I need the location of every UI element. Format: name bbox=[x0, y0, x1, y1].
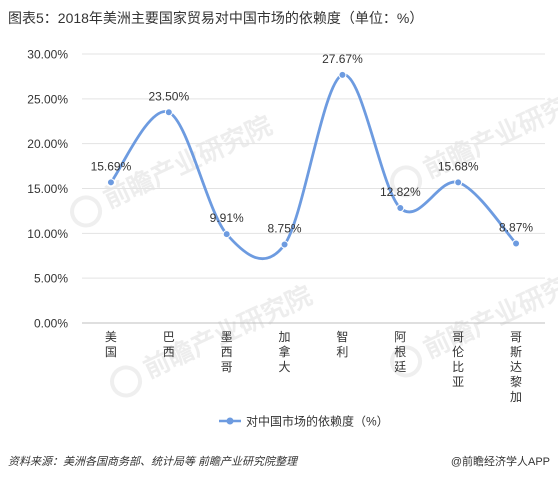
y-tick-label: 0.00% bbox=[34, 317, 68, 331]
chart-title: 图表5：2018年美洲主要国家贸易对中国市场的依赖度（单位：%） bbox=[8, 10, 424, 26]
data-label: 23.50% bbox=[148, 89, 189, 103]
y-tick-label: 5.00% bbox=[34, 272, 68, 286]
x-tick-label: 哥伦比亚 bbox=[452, 330, 464, 389]
legend-marker bbox=[226, 417, 234, 425]
y-tick-label: 15.00% bbox=[27, 182, 68, 196]
x-axis-ticks: 美国 巴西 墨西哥 加拿大 智利 阿根廷 哥伦比亚 哥斯达黎加 bbox=[105, 329, 522, 404]
credit-note: @前瞻经济学人APP bbox=[450, 456, 550, 468]
data-point bbox=[106, 178, 115, 187]
data-labels: 15.69% 23.50% 9.91% 8.75% 27.67% 12.82% 15.68%… bbox=[91, 52, 534, 236]
data-points bbox=[106, 70, 521, 249]
data-point bbox=[338, 70, 347, 79]
data-point bbox=[222, 230, 231, 239]
data-label: 8.87% bbox=[499, 220, 533, 234]
x-tick-label: 哥斯达黎加 bbox=[510, 330, 522, 404]
data-label: 15.69% bbox=[91, 159, 132, 173]
source-note: 资料来源：美洲各国商务部、统计局等 前瞻产业研究院整理 bbox=[8, 456, 298, 468]
x-tick-label: 加拿大 bbox=[279, 330, 291, 374]
data-label: 15.68% bbox=[438, 159, 479, 173]
legend: 对中国市场的依赖度（%） bbox=[219, 414, 389, 429]
data-point bbox=[512, 239, 521, 248]
x-tick-label: 墨西哥 bbox=[221, 330, 233, 374]
data-label: 12.82% bbox=[380, 185, 421, 199]
data-point bbox=[454, 178, 463, 187]
series-line bbox=[109, 73, 518, 261]
legend-label: 对中国市场的依赖度（%） bbox=[246, 414, 389, 429]
x-tick-label: 阿根廷 bbox=[394, 330, 406, 374]
x-tick-label: 巴西 bbox=[163, 330, 175, 359]
data-label: 9.91% bbox=[210, 211, 244, 225]
y-tick-label: 30.00% bbox=[27, 48, 68, 62]
y-axis-ticks: 0.00% 5.00% 10.00% 15.00% 20.00% 25.00% 30.00% bbox=[27, 48, 68, 331]
x-tick-label: 智利 bbox=[336, 329, 348, 359]
y-tick-label: 20.00% bbox=[27, 137, 68, 151]
data-point bbox=[280, 240, 289, 249]
data-label: 27.67% bbox=[322, 52, 363, 66]
data-label: 8.75% bbox=[268, 222, 302, 236]
y-tick-label: 10.00% bbox=[27, 227, 68, 241]
data-point bbox=[396, 204, 405, 213]
data-point bbox=[164, 108, 173, 117]
x-tick-label: 美国 bbox=[105, 330, 117, 359]
y-tick-label: 25.00% bbox=[27, 92, 68, 106]
